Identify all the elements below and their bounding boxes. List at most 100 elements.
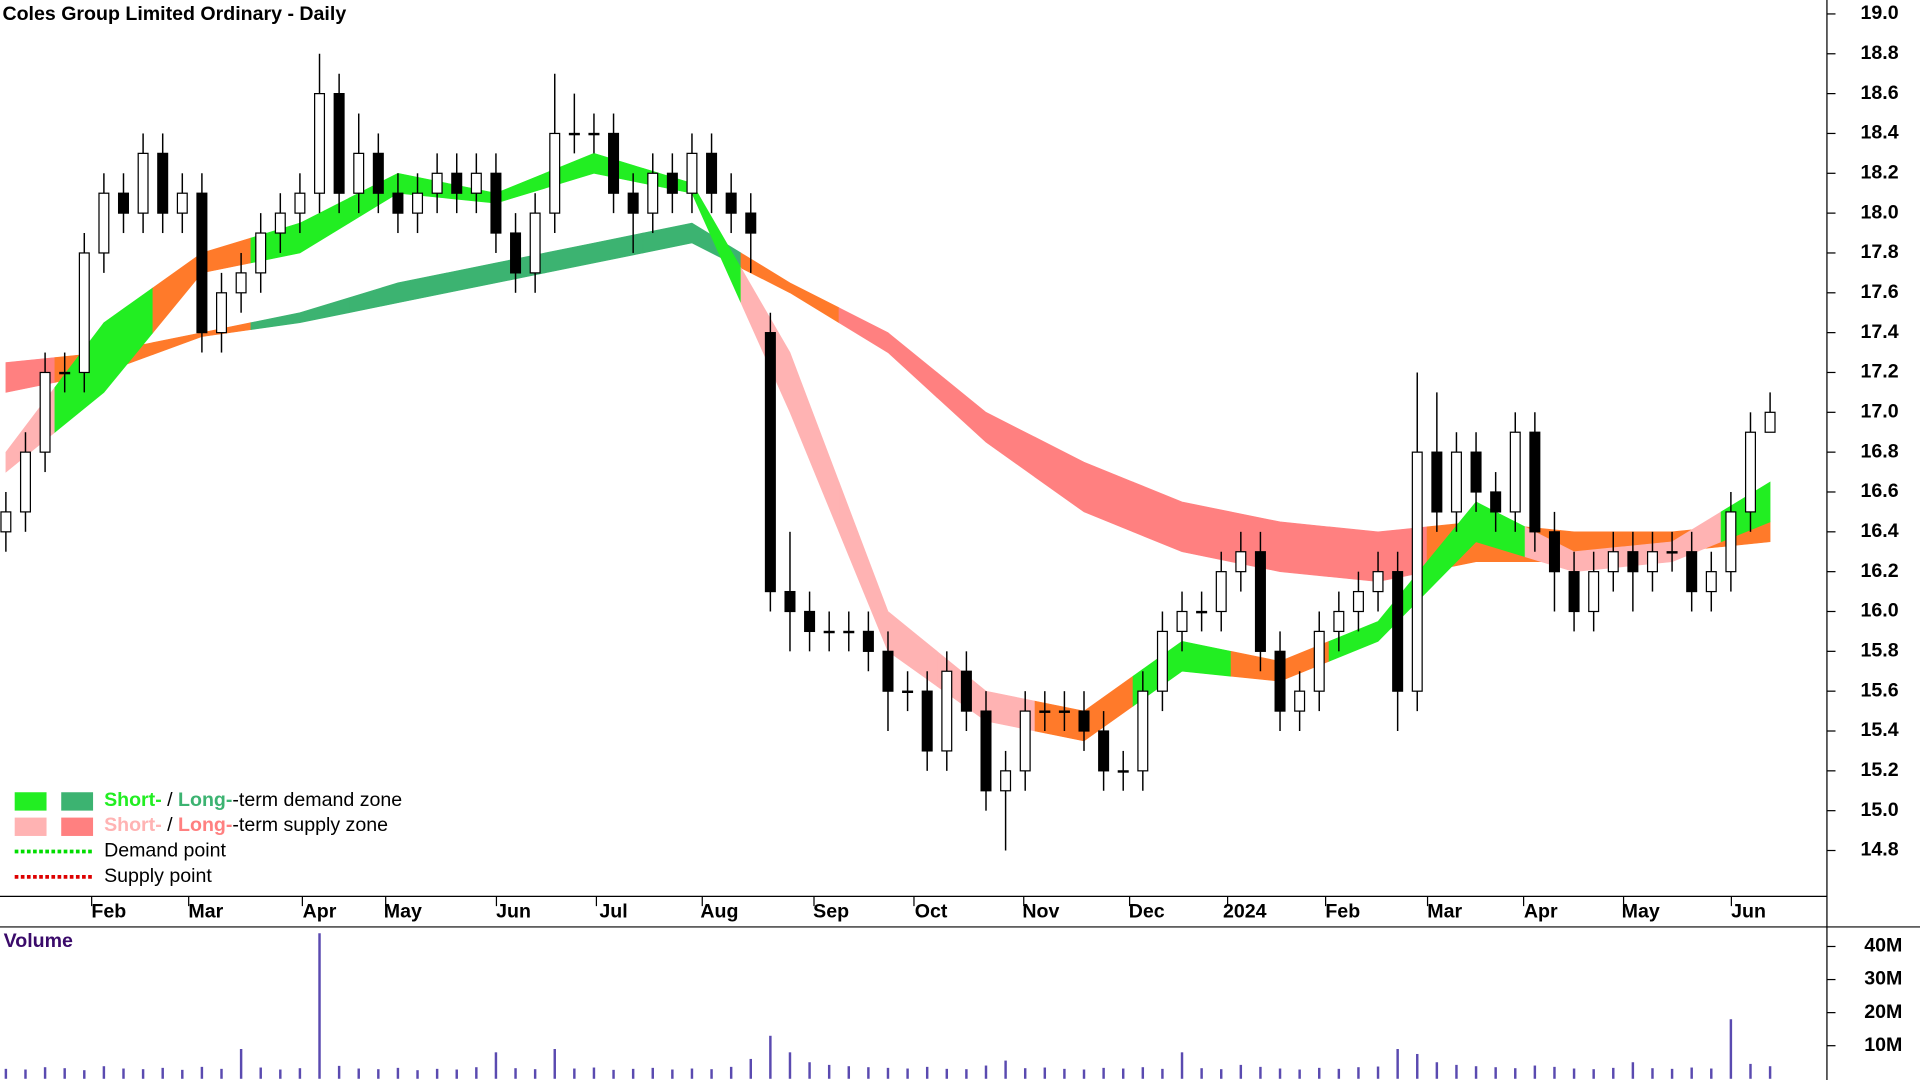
candle-body (1548, 531, 1560, 573)
candle-body (627, 192, 639, 214)
x-tick-label: Aug (700, 900, 738, 922)
volume-bar (1239, 1064, 1243, 1079)
candle-body (1235, 551, 1247, 573)
candle-body (1058, 710, 1070, 713)
candle-body (902, 690, 914, 694)
candle-body (745, 212, 757, 234)
candle-body (19, 451, 31, 513)
volume-bar (1278, 1068, 1282, 1079)
volume-bar (494, 1052, 498, 1079)
candle-body (1117, 770, 1129, 773)
candle-body (1098, 730, 1110, 772)
volume-bar (1494, 1067, 1497, 1079)
volume-bar (690, 1068, 694, 1079)
volume-bar (612, 1069, 615, 1079)
y-tick-label: 14.8 (1861, 839, 1899, 861)
volume-bar (396, 1067, 400, 1079)
volume-bar (1023, 1068, 1027, 1079)
volume-bar (200, 1066, 204, 1079)
volume-bar (1710, 1068, 1713, 1079)
volume-bar (1690, 1067, 1693, 1079)
candle-body (1764, 411, 1776, 433)
volume-bar (1631, 1062, 1635, 1079)
volume-bar (808, 1062, 811, 1079)
volume-bar (1141, 1067, 1145, 1079)
candle-body (1646, 551, 1658, 573)
x-tick-label: 2024 (1223, 900, 1267, 922)
volume-bar (1357, 1067, 1360, 1079)
x-tick-label: Oct (915, 900, 948, 922)
x-tick-label: Feb (91, 900, 126, 922)
x-tick-label: Apr (1524, 900, 1558, 922)
volume-bar (259, 1067, 262, 1079)
volume-bar (337, 1065, 341, 1079)
candle-body (157, 152, 169, 214)
legend-sep: / (162, 814, 178, 836)
volume-bar (475, 1067, 478, 1079)
candle-body (1470, 451, 1482, 493)
candle-body (686, 152, 698, 194)
legend-label: Short- / Long--term demand zone (104, 789, 402, 811)
candle-body (647, 172, 659, 214)
volume-bar (788, 1052, 792, 1079)
volume-bar (1121, 1068, 1125, 1079)
y-tick-label: 18.8 (1861, 42, 1899, 64)
candle-body (1137, 690, 1149, 772)
candle-body (117, 192, 130, 214)
candle-body (1000, 770, 1012, 792)
candle-body (725, 192, 737, 214)
volume-bar (83, 1070, 86, 1079)
volume-bar (377, 1069, 380, 1079)
legend-swatch (14, 792, 47, 811)
candle-body (1019, 710, 1031, 772)
candle-body (1039, 710, 1051, 713)
volume-bar (827, 1064, 831, 1079)
candle-body (1313, 630, 1325, 692)
x-tick-label: Mar (1427, 900, 1462, 922)
volume-bar (1435, 1062, 1439, 1079)
y-tick-label: 18.6 (1861, 82, 1899, 104)
candle-body (1254, 551, 1266, 652)
volume-bar (43, 1067, 47, 1079)
volume-bar (1337, 1068, 1341, 1079)
volume-bar (102, 1066, 106, 1079)
candle-body (451, 172, 463, 194)
volume-bar (4, 1068, 8, 1079)
x-tick-label: Sep (813, 900, 849, 922)
legend-short: Short- (104, 789, 162, 811)
candle-body (98, 192, 110, 254)
candle-body (1431, 451, 1443, 513)
candle-body (764, 332, 776, 593)
y-tick-label: 15.8 (1861, 640, 1899, 662)
candle-body (1509, 431, 1521, 513)
y-tick-label: 15.4 (1861, 719, 1899, 741)
legend-label: Supply point (104, 865, 212, 887)
legend-label: Demand point (104, 840, 226, 862)
x-tick-label: Apr (303, 900, 337, 922)
candle-body (823, 630, 835, 634)
y-tick-label: 17.8 (1861, 241, 1899, 263)
candle-body (1744, 431, 1756, 513)
candle-body (431, 172, 443, 194)
y-tick-label: 30M (1864, 968, 1902, 990)
x-tick-label: May (1622, 900, 1660, 922)
volume-label: Volume (4, 930, 73, 952)
volume-bar (435, 1068, 439, 1079)
candle-body (372, 152, 384, 194)
legend-rest: -term demand zone (232, 789, 402, 811)
candle-body (921, 690, 933, 752)
volume-bar (533, 1069, 537, 1079)
candle-body (1215, 571, 1227, 613)
volume-bar (357, 1068, 360, 1079)
volume-bar (1161, 1068, 1164, 1079)
x-tick-label: Jun (1731, 900, 1766, 922)
volume-bar (24, 1069, 27, 1079)
volume-bar (1474, 1066, 1478, 1079)
candle-body (196, 192, 208, 334)
price-panel (0, 53, 1776, 851)
candle-body (843, 630, 855, 634)
legend-rest: -term supply zone (232, 814, 388, 836)
candle-body (706, 152, 718, 194)
